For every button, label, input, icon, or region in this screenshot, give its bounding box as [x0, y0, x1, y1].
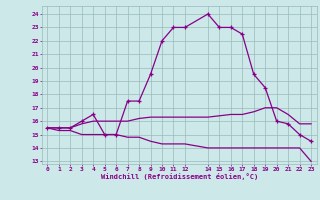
X-axis label: Windchill (Refroidissement éolien,°C): Windchill (Refroidissement éolien,°C): [100, 173, 258, 180]
